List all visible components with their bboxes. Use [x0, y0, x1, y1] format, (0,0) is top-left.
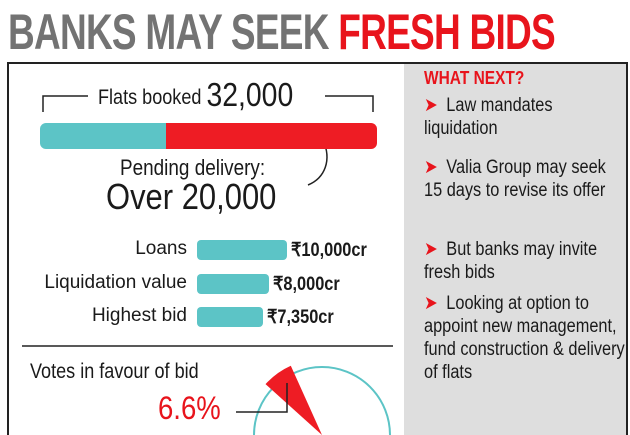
arrow-icon: ➤	[424, 157, 438, 178]
what-next-item: ➤ Law mandates liquidation	[424, 94, 622, 140]
votes-leader-line	[236, 383, 288, 413]
flats-booked-label: Flats booked	[98, 86, 202, 109]
liquidation-bar	[197, 274, 269, 294]
loans-value: ₹10,000cr	[291, 240, 367, 261]
flats-booked-value: 32,000	[206, 76, 294, 113]
votes-pie	[253, 365, 391, 435]
item-text: But banks may invite fresh bids	[424, 239, 598, 283]
highest-bid-value: ₹7,350cr	[267, 307, 334, 328]
liquidation-value: ₹8,000cr	[273, 274, 340, 295]
highest-bid-label: Highest bid	[91, 305, 187, 326]
flats-pending-segment	[166, 123, 377, 149]
flats-graphics	[22, 95, 393, 435]
arrow-icon: ➤	[424, 239, 438, 260]
what-next-heading: WHAT NEXT?	[424, 68, 525, 88]
arrow-icon: ➤	[424, 293, 438, 314]
what-next-item: ➤ Valia Group may seek 15 days to revise …	[424, 156, 609, 202]
pie-outline	[253, 366, 391, 435]
loans-bar	[197, 240, 287, 260]
item-text: Looking at option to appoint new managem…	[424, 293, 625, 383]
liquidation-label: Liquidation value	[44, 272, 187, 293]
item-text: Valia Group may seek 15 days to revise i…	[424, 157, 606, 201]
item-text: Law mandates liquidation	[424, 95, 553, 139]
headline-grey: BANKS MAY SEEK	[8, 4, 329, 60]
flats-delivered-segment	[40, 123, 167, 149]
loans-label: Loans	[135, 238, 187, 259]
highest-bid-bar	[197, 307, 264, 327]
arrow-icon: ➤	[424, 95, 438, 116]
what-next-panel	[404, 64, 626, 435]
pending-value: Over 20,000	[106, 176, 277, 217]
pie-slice-votes	[265, 365, 322, 435]
votes-label: Votes in favour of bid	[30, 360, 199, 383]
votes-value: 6.6%	[158, 390, 221, 426]
headline-red: FRESH BIDS	[338, 4, 555, 60]
what-next-item: ➤ Looking at option to appoint new manage…	[424, 292, 626, 384]
what-next-item: ➤ But banks may invite fresh bids	[424, 238, 605, 284]
infographic-frame	[7, 62, 628, 435]
headline: BANKS MAY SEEK FRESH BIDS	[8, 4, 556, 60]
pending-label: Pending delivery:	[120, 155, 266, 180]
bracket-line	[42, 95, 374, 112]
flats-booked: Flats booked 32,000	[98, 78, 293, 115]
flats-bar	[40, 123, 377, 149]
